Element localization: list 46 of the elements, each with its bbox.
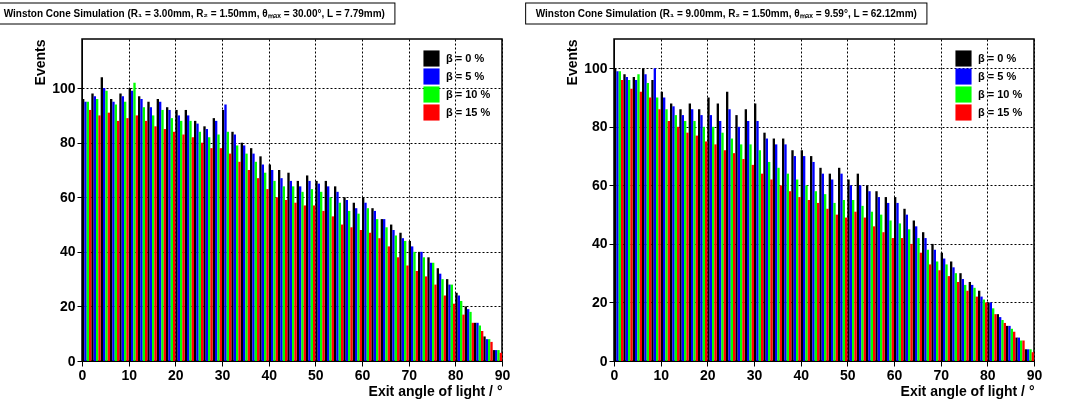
y-tick-label: 60 [591,176,608,193]
x-tick-label: 20 [700,366,716,383]
x-tick-label: 90 [494,366,511,383]
x-tick-label: 0 [78,366,87,383]
legend-label: β = 0 % [446,51,485,64]
x-tick-label: 90 [1026,366,1043,383]
x-tick-label: 70 [933,366,950,383]
y-tick-label: 0 [67,352,76,369]
x-tick-label: 80 [448,366,464,383]
y-tick-label: 40 [59,243,76,260]
x-tick-label: 60 [886,366,903,383]
legend-label: β = 10 % [978,87,1023,100]
x-tick-label: 0 [610,366,619,383]
y-tick-label: 60 [59,188,76,205]
x-axis-title: Exit angle of light / ° [368,382,503,399]
y-tick-label: 80 [591,118,608,135]
y-tick-label: 20 [591,293,608,310]
x-tick-label: 10 [653,366,670,383]
legend-label: β = 5 % [978,69,1017,82]
y-tick-label: 100 [584,59,608,76]
y-tick-label: 100 [52,79,76,96]
chart-title: Winston Cone Simulation (R₁ = 3.00mm, R₂ = 1.50mm, θₘₐₓ = 30.00°, L = 7.79mm) [3,8,385,19]
x-tick-label: 50 [308,366,324,383]
x-tick-label: 70 [401,366,418,383]
y-tick-label: 20 [59,297,76,314]
legend-label: β = 0 % [978,51,1017,64]
x-tick-label: 40 [261,366,278,383]
x-axis-title: Exit angle of light / ° [900,382,1035,399]
x-tick-label: 10 [121,366,138,383]
x-tick-label: 80 [980,366,996,383]
x-tick-label: 50 [840,366,856,383]
x-tick-label: 60 [354,366,371,383]
legend-label: β = 15 % [446,105,491,118]
y-axis-title: Events [32,39,49,86]
legend-label: β = 5 % [446,69,485,82]
chart-title: Winston Cone Simulation (R₁ = 9.00mm, R₂ = 1.50mm, θₘₐₓ = 9.59°, L = 62.12mm) [535,8,917,19]
x-tick-label: 30 [214,366,231,383]
legend-label: β = 15 % [978,105,1023,118]
y-tick-label: 40 [591,235,608,252]
y-tick-label: 80 [59,134,76,151]
y-tick-label: 0 [599,352,608,369]
y-axis-title: Events [564,39,581,86]
legend-label: β = 10 % [446,87,491,100]
x-tick-label: 40 [793,366,810,383]
x-tick-label: 20 [168,366,184,383]
x-tick-label: 30 [746,366,763,383]
